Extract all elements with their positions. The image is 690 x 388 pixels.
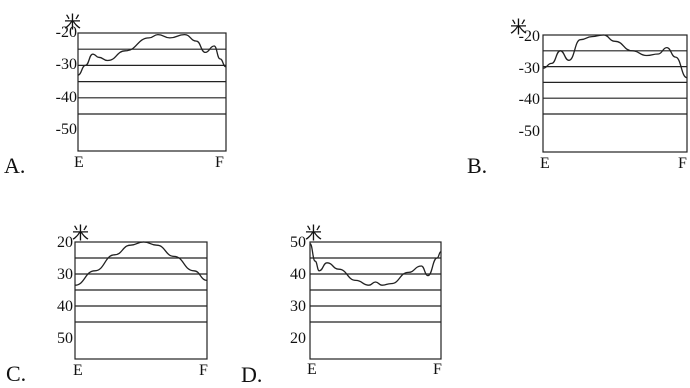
option-a-tick: -40 [55,89,77,106]
option-a-x-end: F [215,154,224,171]
option-a-tick: -30 [55,56,77,73]
option-b-tick: -30 [518,60,540,77]
profile-line [77,33,227,76]
chart-frame [77,32,227,152]
chart-frame [542,34,688,153]
profile-line [309,242,442,286]
profile-line [542,34,688,79]
chart-frame [74,241,208,360]
option-d-profile-chart [309,241,442,360]
option-c-tick: 30 [57,266,73,283]
chart-frame [309,241,442,360]
option-d-tick: 20 [290,330,306,347]
option-c-unit: 米 [72,224,89,243]
option-d-letter: D. [241,362,263,387]
profile-line [74,241,208,286]
option-b-unit: 米 [510,18,527,37]
option-a-profile-chart [77,32,227,152]
option-b-profile-chart [542,34,688,153]
option-b-tick: -40 [518,91,540,108]
option-a-letter: A. [4,153,26,178]
option-a-x-start: E [74,154,84,171]
option-c-tick: 50 [57,330,73,347]
option-a-unit: 米 [64,13,81,32]
option-d-tick: 40 [290,266,306,283]
option-b-x-start: E [540,155,550,172]
option-b-x-end: F [678,155,687,172]
option-a-tick: -20 [55,24,77,41]
option-d-tick: 30 [290,298,306,315]
option-c-letter: C. [6,361,27,386]
option-d-x-start: E [307,361,317,378]
option-c-x-end: F [199,362,208,379]
option-d-unit: 米 [305,224,322,243]
option-b-letter: B. [467,153,488,178]
option-c-profile-chart [74,241,208,360]
option-b-tick: -20 [518,28,540,45]
option-d-tick: 50 [290,234,306,251]
option-c-x-start: E [73,362,83,379]
option-c-tick: 40 [57,298,73,315]
option-d-x-end: F [433,361,442,378]
option-b-tick: -50 [518,123,540,140]
option-a-tick: -50 [55,121,77,138]
option-c-tick: 20 [57,234,73,251]
